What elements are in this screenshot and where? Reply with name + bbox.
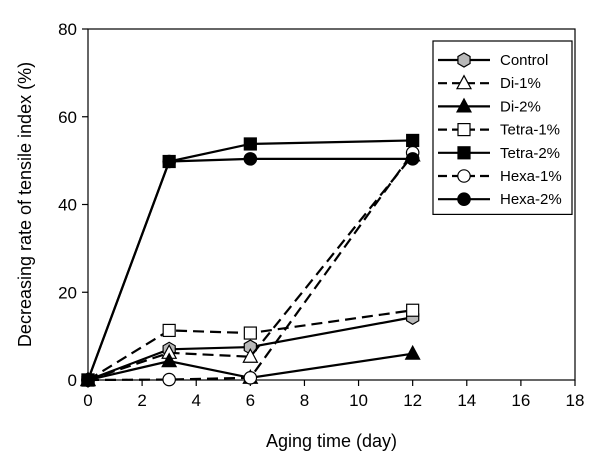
y-tick-label: 40 bbox=[58, 196, 77, 215]
x-tick-label: 4 bbox=[191, 391, 200, 410]
series-line bbox=[87, 352, 413, 382]
legend-item: Di-1% bbox=[438, 74, 541, 92]
series-line bbox=[87, 316, 413, 382]
x-axis-label: Aging time (day) bbox=[266, 431, 397, 451]
x-axis: 0 2 4 6 8 10 12 14 16 18 bbox=[83, 380, 584, 410]
series-line bbox=[87, 154, 414, 382]
x-tick-label: 8 bbox=[300, 391, 309, 410]
data-point bbox=[406, 133, 420, 148]
data-point bbox=[405, 152, 420, 166]
y-axis: 0 20 40 60 80 bbox=[58, 20, 88, 390]
x-tick-label: 12 bbox=[403, 391, 422, 410]
y-tick-label: 60 bbox=[58, 108, 77, 127]
legend-item: Tetra-1% bbox=[438, 122, 560, 139]
legend-item: Tetra-2% bbox=[438, 145, 560, 162]
legend-marker bbox=[455, 74, 473, 90]
legend: Control Di-1% Di-2% Tetra-1% Tetra-2% Hexa-1%… bbox=[432, 40, 573, 215]
x-tick-label: 16 bbox=[511, 391, 530, 410]
legend-label: Hexa-1% bbox=[500, 168, 562, 185]
legend-label: Tetra-1% bbox=[500, 122, 560, 139]
series-line bbox=[86, 157, 413, 381]
x-tick-label: 2 bbox=[137, 391, 146, 410]
legend-box bbox=[432, 40, 573, 215]
legend-marker bbox=[457, 122, 471, 137]
data-point bbox=[243, 326, 257, 340]
data-point bbox=[162, 154, 176, 169]
legend-label: Di-2% bbox=[500, 98, 541, 115]
legend-marker bbox=[457, 169, 471, 183]
y-tick-label: 0 bbox=[68, 371, 77, 390]
series-hexa-2pct bbox=[81, 152, 420, 387]
data-point bbox=[243, 137, 257, 151]
data-point bbox=[161, 352, 178, 368]
series-di-1pct bbox=[79, 146, 421, 387]
x-tick-label: 6 bbox=[246, 391, 255, 410]
series-layer bbox=[79, 133, 421, 388]
data-point bbox=[81, 373, 95, 387]
data-point bbox=[242, 347, 259, 363]
legend-label: Tetra-2% bbox=[500, 145, 560, 162]
x-tick-label: 18 bbox=[566, 391, 585, 410]
legend-item: Hexa-1% bbox=[438, 168, 562, 185]
legend-item: Control bbox=[438, 52, 548, 69]
legend-marker bbox=[457, 52, 471, 68]
y-tick-label: 20 bbox=[58, 283, 77, 302]
data-point bbox=[243, 152, 258, 166]
legend-label: Control bbox=[500, 52, 548, 69]
legend-marker bbox=[457, 192, 471, 206]
data-point bbox=[406, 303, 420, 317]
legend-item: Hexa-2% bbox=[438, 191, 562, 208]
data-point bbox=[162, 323, 176, 338]
legend-item: Di-2% bbox=[438, 97, 541, 115]
y-axis-label: Decreasing rate of tensile index (%) bbox=[15, 62, 35, 347]
x-tick-label: 10 bbox=[349, 391, 368, 410]
legend-marker bbox=[455, 97, 473, 113]
data-point bbox=[404, 344, 421, 360]
legend-label: Di-1% bbox=[500, 75, 541, 92]
series-line bbox=[87, 152, 414, 382]
x-tick-label: 14 bbox=[457, 391, 476, 410]
y-tick-label: 80 bbox=[58, 20, 77, 39]
legend-label: Hexa-2% bbox=[500, 191, 562, 208]
data-point bbox=[243, 371, 258, 385]
series-line bbox=[87, 309, 413, 381]
x-tick-label: 0 bbox=[83, 391, 92, 410]
data-point bbox=[162, 372, 176, 387]
legend-marker bbox=[457, 146, 471, 160]
